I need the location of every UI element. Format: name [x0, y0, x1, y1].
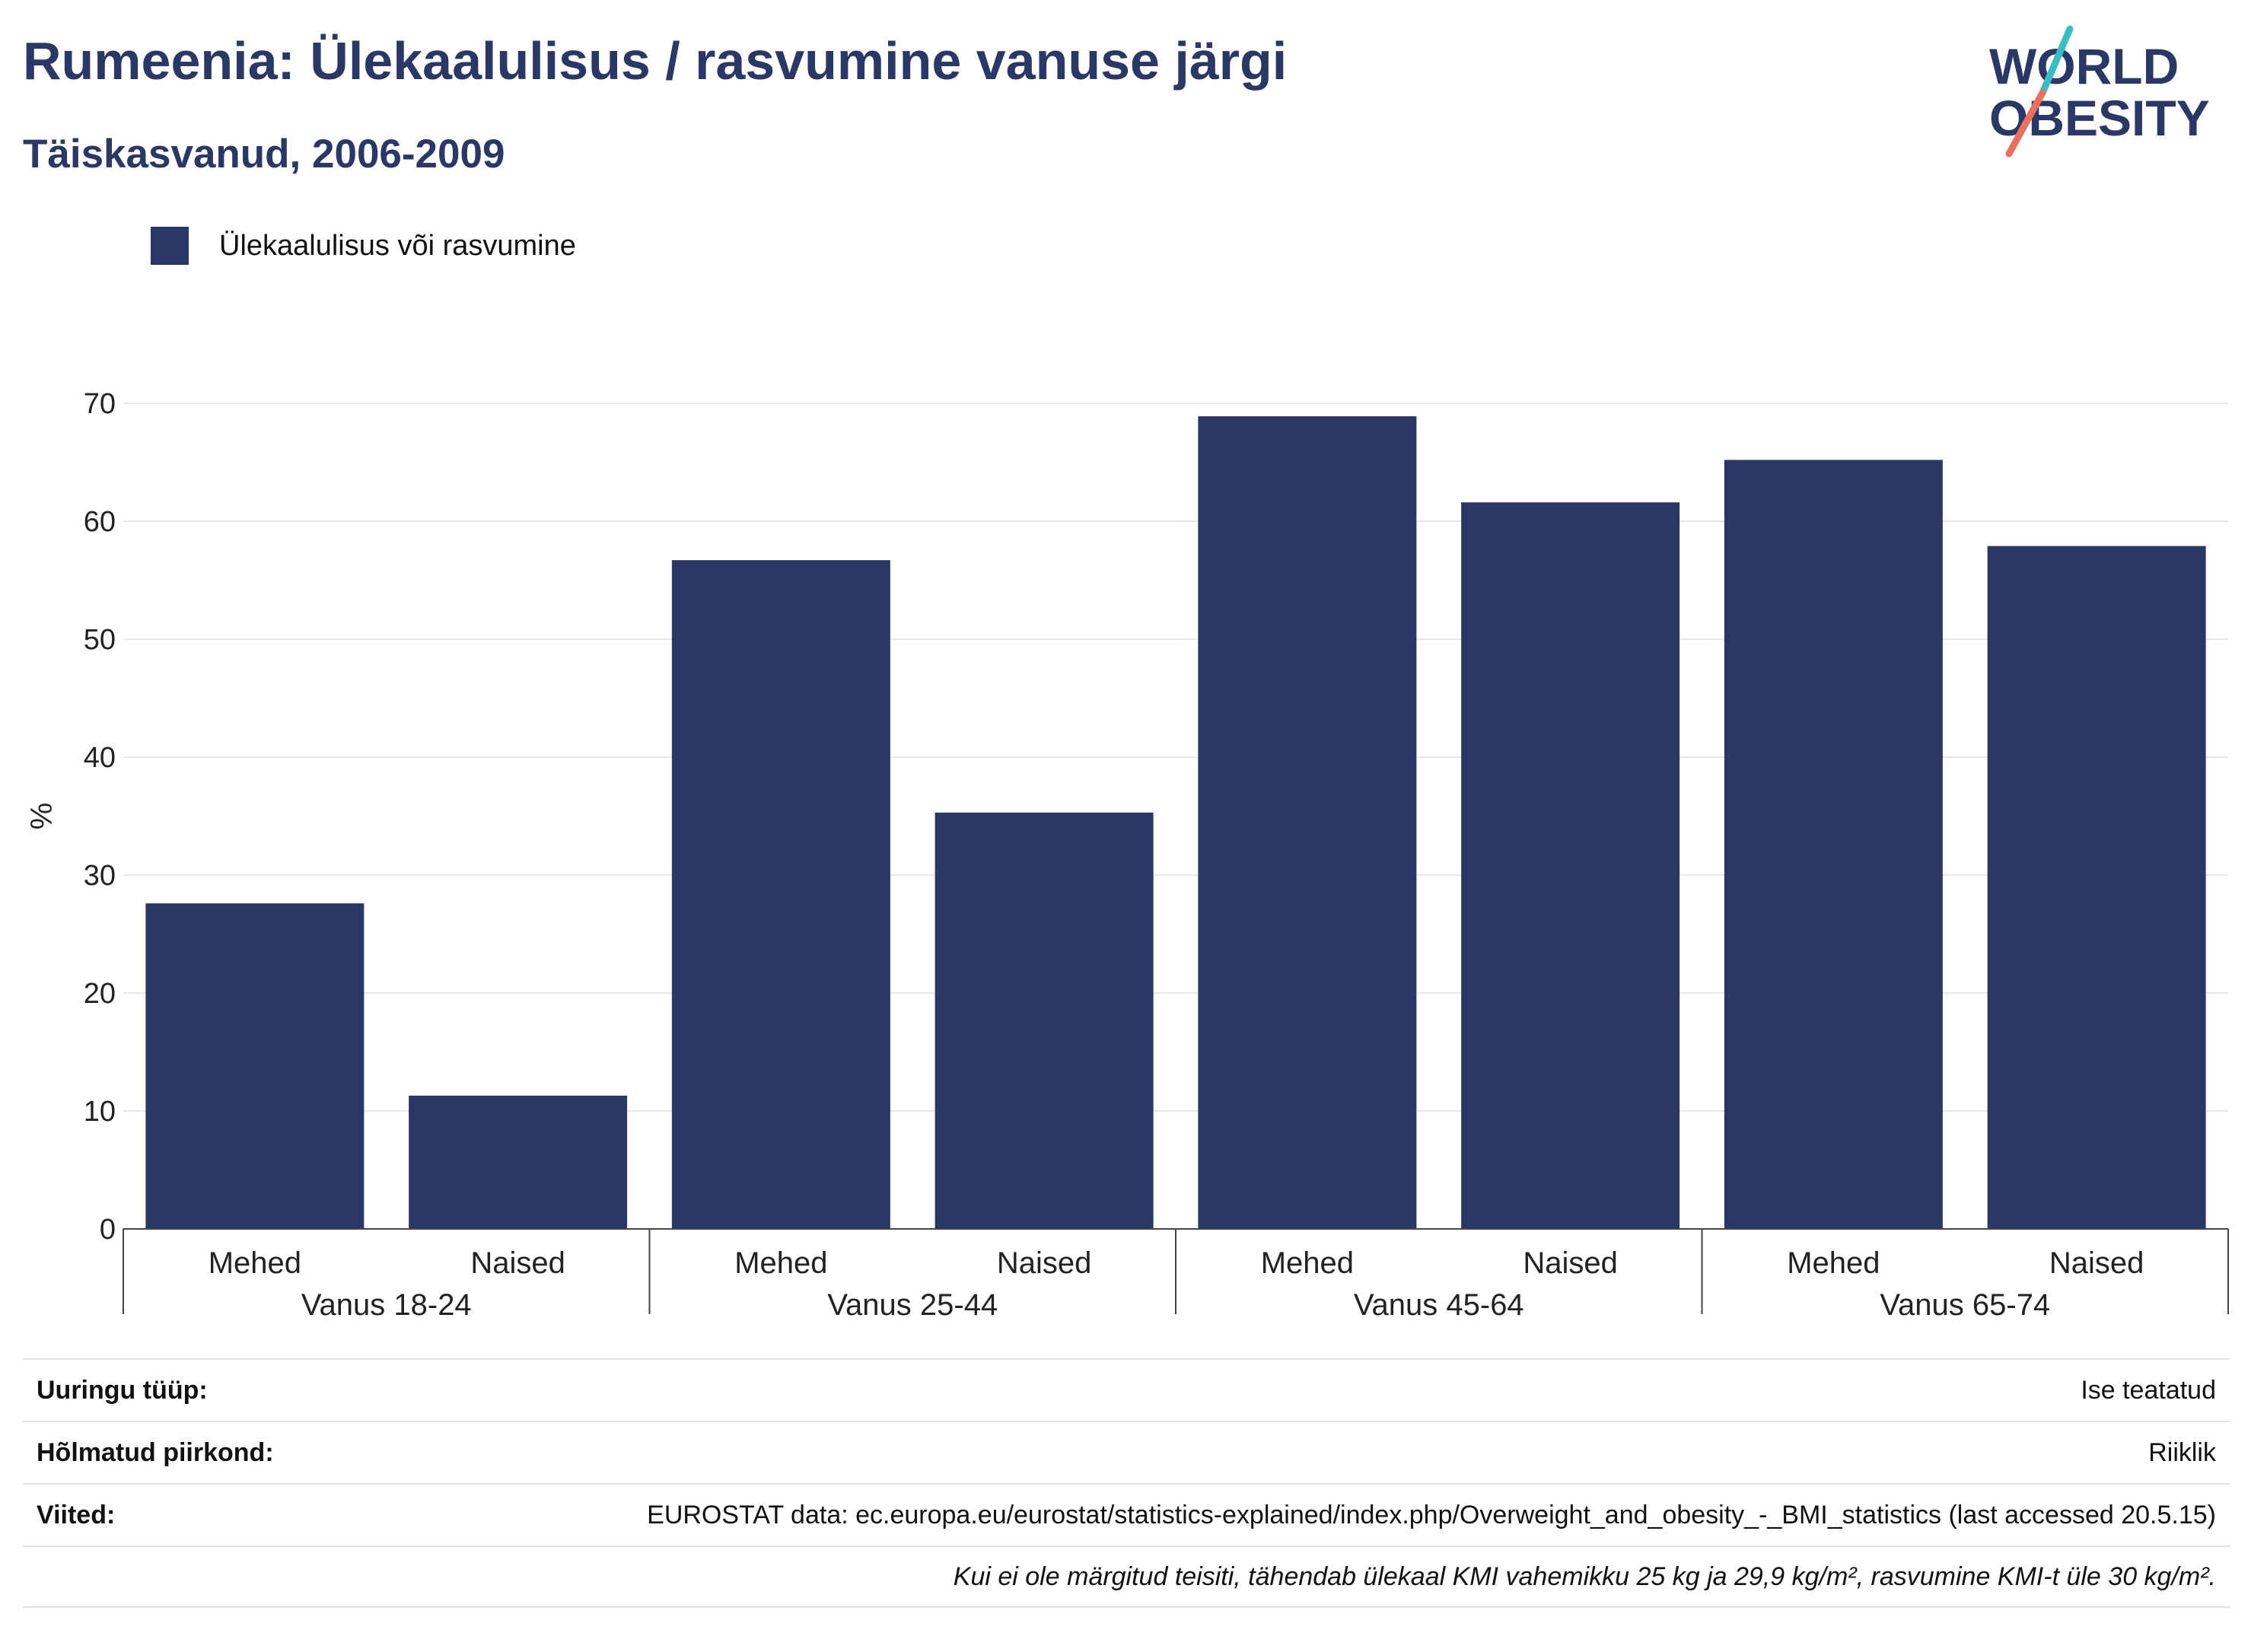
bar: [409, 1095, 628, 1229]
y-tick-label: 70: [84, 388, 116, 420]
footer-key: Viited:: [37, 1500, 116, 1529]
footer-table: Uuringu tüüp: Ise teatatud Hõlmatud piir…: [23, 1358, 2230, 1608]
footer-value: Riiklik: [2148, 1437, 2216, 1467]
x-tick-label: Mehed: [209, 1246, 301, 1280]
x-tick-label: Naised: [1523, 1246, 1618, 1280]
y-tick-label: 10: [84, 1096, 116, 1128]
logo-slash-coral: [2005, 89, 2046, 158]
y-tick-label: 20: [84, 978, 116, 1010]
bar: [671, 560, 890, 1229]
footer-value: EUROSTAT data: ec.europa.eu/eurostat/sta…: [647, 1500, 2216, 1529]
footer-value: Ise teatatud: [2081, 1375, 2216, 1405]
chart-title: Rumeenia: Ülekaalulisus / rasvumine vanu…: [23, 31, 1288, 91]
x-tick-label: Mehed: [1261, 1246, 1354, 1280]
bar: [145, 903, 365, 1229]
footer-key: Uuringu tüüp:: [37, 1375, 208, 1405]
chart-legend: Ülekaalulisus või rasvumine: [151, 224, 576, 267]
group-label: Vanus 65-74: [1880, 1288, 2050, 1322]
logo-word-obesity: OBESITY: [1989, 90, 2210, 146]
bar: [1724, 460, 1943, 1229]
y-tick-label: 30: [84, 860, 116, 892]
x-tick-label: Naised: [997, 1246, 1092, 1280]
bar: [1987, 546, 2206, 1229]
x-tick-label: Mehed: [1787, 1246, 1880, 1280]
logo-slash-teal: [2039, 25, 2074, 97]
footer-key: Hõlmatud piirkond:: [37, 1437, 274, 1467]
y-axis-label: %: [25, 803, 59, 830]
world-obesity-logo: WORLD OBESITY: [1989, 25, 2210, 158]
bar: [1198, 416, 1417, 1229]
footer-row-references: Viited: EUROSTAT data: ec.europa.eu/euro…: [23, 1483, 2230, 1545]
logo-word-world: WORLD: [1989, 38, 2179, 94]
bar-chart: 0 10 20 30 40 50 60 70% Mehed Naised Mehed Naised Me…: [25, 388, 2229, 1322]
y-tick-label: 40: [84, 742, 116, 774]
footer-row-coverage: Hõlmatud piirkond: Riiklik: [23, 1421, 2230, 1483]
footer-note: Kui ei ole märgitud teisiti, tähendab ül…: [953, 1561, 2216, 1591]
group-label: Vanus 18-24: [301, 1288, 472, 1322]
x-tick-label: Naised: [470, 1246, 565, 1280]
bar: [1461, 502, 1680, 1229]
legend-swatch: [151, 227, 189, 265]
x-tick-label: Naised: [2049, 1246, 2144, 1280]
y-tick-label: 60: [84, 506, 116, 538]
x-tick-label: Mehed: [734, 1246, 827, 1280]
bar: [934, 812, 1154, 1229]
group-label: Vanus 45-64: [1354, 1288, 1524, 1322]
footer-row-note: Kui ei ole märgitud teisiti, tähendab ül…: [23, 1545, 2230, 1608]
y-tick-label: 0: [100, 1214, 116, 1246]
group-label: Vanus 25-44: [827, 1288, 998, 1322]
y-tick-label: 50: [84, 624, 116, 656]
footer-row-survey-type: Uuringu tüüp: Ise teatatud: [23, 1358, 2230, 1421]
legend-label: Ülekaalulisus või rasvumine: [219, 229, 576, 262]
chart-subtitle: Täiskasvanud, 2006-2009: [23, 132, 505, 177]
